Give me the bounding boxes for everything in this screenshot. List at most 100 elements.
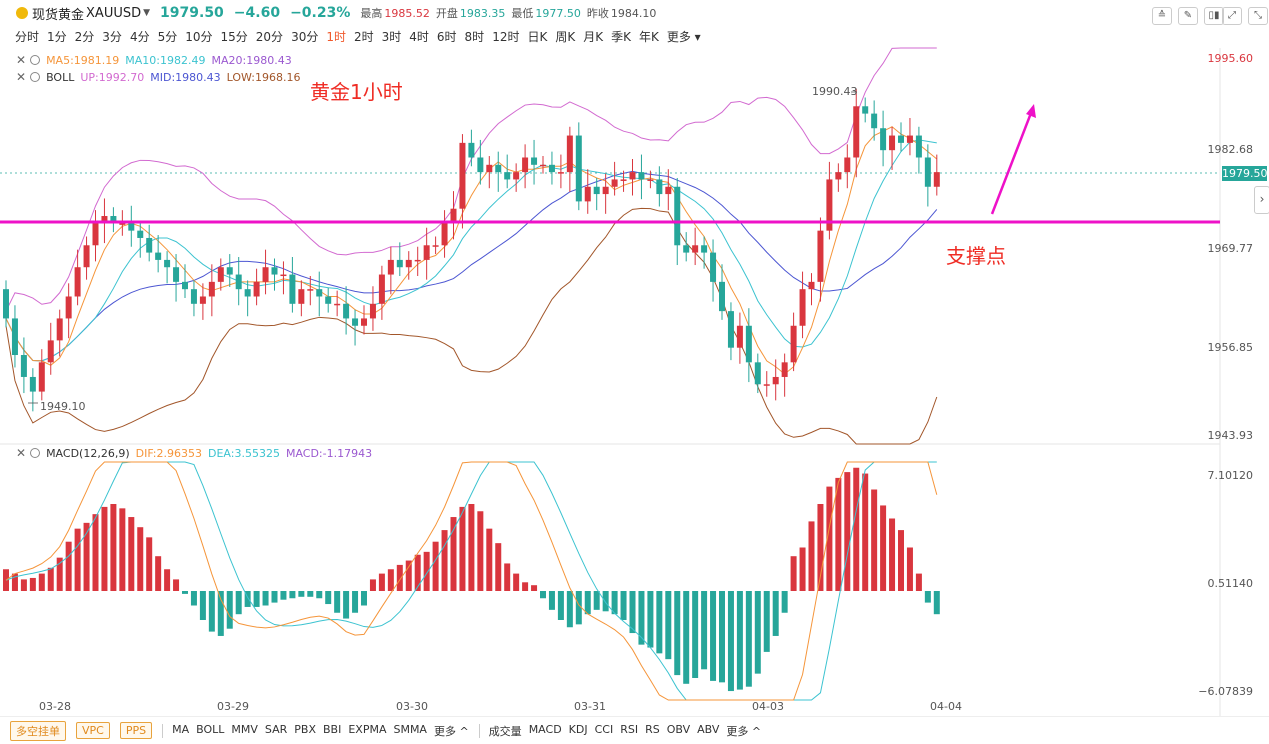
candle[interactable] bbox=[898, 135, 904, 143]
candle[interactable] bbox=[862, 106, 869, 114]
close-icon[interactable]: ✕ bbox=[16, 70, 27, 84]
candle[interactable] bbox=[710, 252, 717, 282]
timeframe-21[interactable]: 年K bbox=[638, 30, 659, 44]
sub-indicator-7[interactable]: ABV bbox=[697, 722, 720, 736]
sub-indicator-0[interactable]: 成交量 bbox=[488, 724, 522, 738]
candle[interactable] bbox=[620, 179, 627, 181]
candle[interactable] bbox=[271, 267, 278, 275]
candle-style-icon[interactable]: ▯▮ bbox=[1204, 7, 1224, 25]
candle[interactable] bbox=[522, 157, 529, 173]
timeframe-12[interactable]: 3时 bbox=[381, 30, 402, 44]
timeframe-7[interactable]: 15分 bbox=[220, 30, 248, 44]
candle[interactable] bbox=[307, 289, 314, 291]
timeframe-13[interactable]: 4时 bbox=[409, 30, 429, 44]
candle[interactable] bbox=[844, 157, 851, 173]
candle[interactable] bbox=[432, 245, 439, 247]
candle[interactable] bbox=[638, 172, 645, 180]
candle[interactable] bbox=[20, 355, 27, 377]
candle[interactable] bbox=[253, 281, 260, 297]
candle[interactable] bbox=[745, 325, 752, 363]
candle[interactable] bbox=[531, 157, 538, 165]
candle[interactable] bbox=[244, 289, 251, 297]
candle[interactable] bbox=[369, 303, 376, 319]
long-short-orders-button[interactable]: 多空挂单 bbox=[10, 720, 66, 741]
candle[interactable] bbox=[83, 245, 90, 268]
candle[interactable] bbox=[235, 274, 242, 290]
candle[interactable] bbox=[92, 223, 99, 246]
timeframe-11[interactable]: 2时 bbox=[353, 30, 374, 44]
candle[interactable] bbox=[405, 259, 412, 268]
candle[interactable] bbox=[557, 172, 564, 174]
candle[interactable] bbox=[11, 318, 18, 356]
candle[interactable] bbox=[226, 267, 233, 275]
candle[interactable] bbox=[3, 289, 9, 319]
candle[interactable] bbox=[414, 259, 421, 262]
candle[interactable] bbox=[334, 303, 341, 306]
main-indicator-1[interactable]: BOLL bbox=[196, 722, 225, 736]
sub-indicator-4[interactable]: RSI bbox=[620, 722, 639, 736]
chart-type-icon[interactable]: ≙ bbox=[1152, 7, 1172, 25]
sub-indicator-6[interactable]: OBV bbox=[666, 722, 691, 736]
candle[interactable] bbox=[566, 135, 573, 173]
candle[interactable] bbox=[656, 179, 663, 195]
timeframe-19[interactable]: 月K bbox=[583, 30, 604, 44]
candle[interactable] bbox=[701, 245, 708, 253]
main-indicator-3[interactable]: SAR bbox=[264, 722, 288, 736]
candle[interactable] bbox=[504, 172, 511, 180]
candle[interactable] bbox=[772, 376, 779, 385]
main-indicator-8[interactable]: 更多 ^ bbox=[433, 724, 469, 738]
candle[interactable] bbox=[835, 172, 842, 180]
candle[interactable] bbox=[790, 325, 797, 363]
timeframe-22[interactable]: 更多 ▾ bbox=[666, 30, 701, 44]
candle[interactable] bbox=[387, 259, 394, 275]
candle[interactable] bbox=[352, 318, 359, 326]
candle[interactable] bbox=[316, 289, 323, 297]
sub-indicator-3[interactable]: CCI bbox=[594, 722, 614, 736]
candle[interactable] bbox=[190, 289, 197, 304]
candle[interactable] bbox=[808, 281, 815, 290]
candle[interactable] bbox=[65, 296, 72, 319]
timeframe-16[interactable]: 12时 bbox=[492, 30, 520, 44]
candle[interactable] bbox=[736, 325, 743, 348]
eye-icon[interactable] bbox=[30, 72, 41, 82]
chevron-right-icon[interactable]: › bbox=[1254, 186, 1269, 214]
expand-icon[interactable]: ⤡ bbox=[1248, 7, 1268, 25]
candle[interactable] bbox=[889, 135, 896, 151]
candle[interactable] bbox=[47, 340, 54, 363]
sub-indicator-1[interactable]: MACD bbox=[528, 722, 562, 736]
candle[interactable] bbox=[128, 223, 135, 231]
candle[interactable] bbox=[486, 164, 493, 173]
candle[interactable] bbox=[933, 172, 940, 187]
timeframe-9[interactable]: 30分 bbox=[291, 30, 319, 44]
candle[interactable] bbox=[280, 274, 287, 277]
candle[interactable] bbox=[208, 281, 215, 297]
candle[interactable] bbox=[325, 296, 332, 304]
timeframe-5[interactable]: 5分 bbox=[157, 30, 178, 44]
candle[interactable] bbox=[182, 281, 188, 290]
candle[interactable] bbox=[38, 362, 45, 392]
main-indicator-7[interactable]: SMMA bbox=[393, 722, 427, 736]
candle[interactable] bbox=[665, 186, 672, 195]
candle[interactable] bbox=[853, 106, 860, 158]
candle[interactable] bbox=[450, 208, 457, 224]
candle[interactable] bbox=[74, 267, 81, 297]
candle[interactable] bbox=[423, 245, 430, 260]
candle[interactable] bbox=[647, 179, 654, 181]
candle[interactable] bbox=[101, 216, 108, 224]
candle[interactable] bbox=[548, 164, 555, 173]
candle[interactable] bbox=[799, 289, 806, 326]
candle[interactable] bbox=[29, 376, 36, 392]
eye-icon[interactable] bbox=[30, 55, 41, 65]
candle[interactable] bbox=[719, 281, 725, 312]
candle[interactable] bbox=[396, 259, 403, 268]
timeframe-18[interactable]: 周K bbox=[555, 30, 576, 44]
main-indicator-5[interactable]: BBI bbox=[322, 722, 342, 736]
candle[interactable] bbox=[289, 274, 296, 304]
timeframe-2[interactable]: 2分 bbox=[74, 30, 95, 44]
timeframe-1[interactable]: 1分 bbox=[47, 30, 67, 44]
candle[interactable] bbox=[119, 223, 126, 225]
main-indicator-6[interactable]: EXPMA bbox=[348, 722, 387, 736]
candle[interactable] bbox=[629, 172, 636, 180]
candle[interactable] bbox=[781, 362, 788, 377]
draw-tool-icon[interactable]: ✎ bbox=[1178, 7, 1198, 25]
